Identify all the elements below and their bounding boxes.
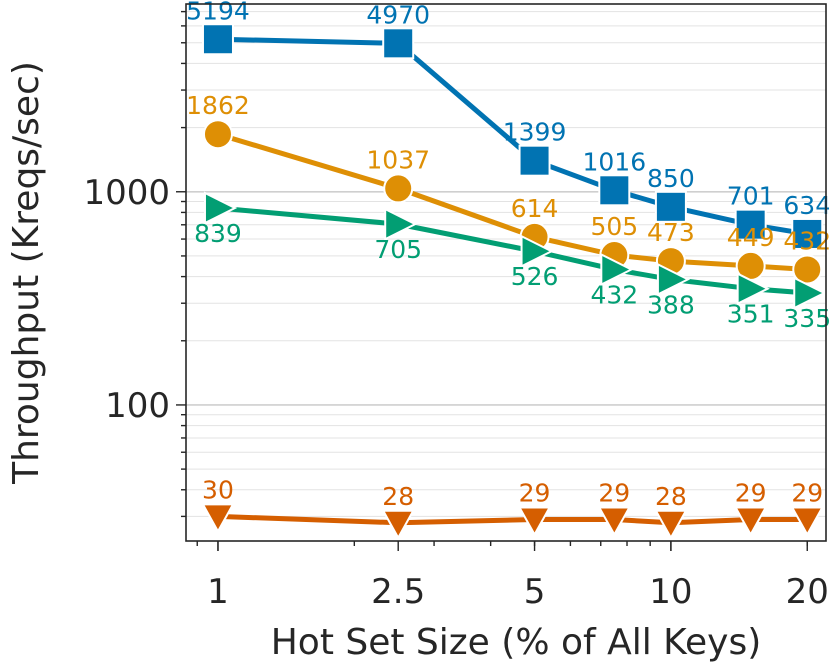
data-label: 1037 bbox=[366, 145, 430, 174]
marker-triangle-down bbox=[517, 506, 552, 537]
y-axis-ticks: 100 1000 bbox=[83, 10, 186, 518]
x-axis-ticks: 1 2.5 5 10 20 bbox=[196, 541, 829, 612]
series-3: 839 705 526 432 388 351 335 bbox=[194, 191, 829, 333]
marker-square bbox=[518, 144, 551, 177]
marker-triangle-down bbox=[733, 506, 768, 537]
data-label: 473 bbox=[647, 218, 695, 247]
data-label: 432 bbox=[590, 280, 638, 309]
marker-triangle-down bbox=[790, 506, 824, 537]
data-label: 1016 bbox=[583, 147, 647, 176]
data-label: 432 bbox=[783, 226, 829, 255]
marker-circle bbox=[383, 173, 414, 204]
data-label: 850 bbox=[647, 164, 695, 193]
series-line bbox=[217, 513, 808, 526]
data-label: 28 bbox=[655, 482, 687, 511]
data-label: 839 bbox=[194, 219, 242, 248]
marker-triangle-down bbox=[654, 509, 688, 540]
data-label: 29 bbox=[735, 479, 767, 508]
data-label: 335 bbox=[783, 304, 829, 333]
series-2: 1862 1037 614 505 473 449 432 bbox=[186, 91, 829, 285]
series-4: 30 28 29 29 28 29 29 bbox=[201, 475, 824, 540]
marker-triangle-right bbox=[600, 252, 634, 287]
data-label: 449 bbox=[727, 223, 775, 252]
y-axis-title: Throughput (Kreqs/sec) bbox=[6, 61, 47, 485]
marker-square bbox=[382, 27, 415, 60]
x-tick-label: 2.5 bbox=[371, 572, 425, 612]
data-label: 29 bbox=[519, 479, 551, 508]
x-axis-title: Hot Set Size (% of All Keys) bbox=[271, 622, 762, 663]
x-tick-label: 1 bbox=[207, 572, 229, 612]
plot-frame bbox=[185, 3, 827, 542]
data-label: 1399 bbox=[503, 118, 567, 147]
data-label: 351 bbox=[727, 300, 775, 329]
marker-square bbox=[734, 208, 767, 241]
data-label: 388 bbox=[647, 290, 695, 319]
data-label: 505 bbox=[590, 212, 638, 241]
data-label: 526 bbox=[511, 262, 559, 291]
marker-triangle-right bbox=[736, 272, 770, 306]
data-label: 30 bbox=[202, 475, 234, 504]
marker-triangle-right bbox=[384, 207, 418, 241]
marker-circle bbox=[202, 119, 233, 150]
data-label: 614 bbox=[511, 194, 559, 223]
data-label: 1862 bbox=[186, 91, 250, 120]
x-tick-label: 5 bbox=[524, 572, 546, 612]
marker-triangle-down bbox=[201, 503, 235, 534]
data-label: 4970 bbox=[366, 0, 430, 29]
marker-triangle-right bbox=[203, 191, 238, 225]
marker-square bbox=[598, 174, 631, 207]
data-label: 705 bbox=[374, 235, 422, 264]
marker-triangle-down bbox=[381, 509, 415, 540]
y-tick-label: 1000 bbox=[83, 173, 170, 213]
marker-triangle-right bbox=[793, 276, 827, 310]
data-label: 28 bbox=[382, 482, 414, 511]
x-tick-label: 10 bbox=[649, 572, 692, 612]
marker-triangle-right bbox=[656, 262, 691, 297]
marker-square bbox=[791, 217, 824, 250]
data-label: 29 bbox=[791, 479, 823, 508]
data-label: 634 bbox=[783, 191, 829, 220]
y-tick-label: 100 bbox=[105, 386, 170, 426]
data-label: 29 bbox=[598, 479, 630, 508]
marker-square bbox=[201, 23, 234, 56]
marker-triangle-right bbox=[520, 234, 554, 268]
x-tick-label: 20 bbox=[786, 572, 829, 612]
data-label: 701 bbox=[727, 182, 775, 211]
marker-square bbox=[654, 190, 687, 223]
marker-triangle-down bbox=[597, 506, 632, 537]
